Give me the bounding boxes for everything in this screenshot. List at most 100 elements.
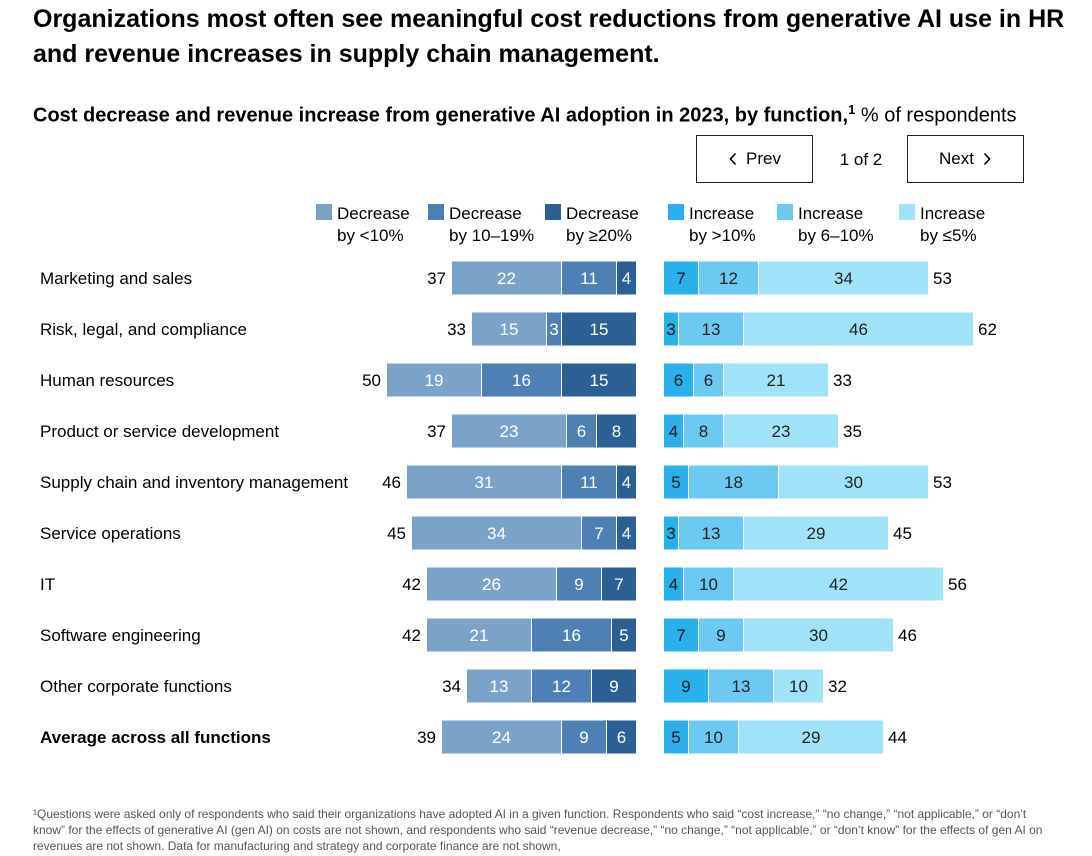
cost-value-label-1-series-3: 4 — [622, 269, 631, 288]
legend-label-1-line-1: Decrease — [337, 204, 410, 223]
cost-value-label-5-series-1: 31 — [475, 473, 494, 492]
category-label-1: Marketing and sales — [40, 269, 192, 288]
revenue-value-label-7-series-2: 10 — [699, 575, 718, 594]
revenue-bar-7-series-2 — [684, 567, 733, 601]
cost-value-label-3-series-3: 15 — [590, 371, 609, 390]
cost-value-label-6-series-3: 4 — [622, 524, 631, 543]
revenue-bar-8-series-2 — [699, 618, 743, 652]
subtitle-unit: % of respondents — [860, 104, 1017, 127]
cost-bar-7-series-1 — [427, 567, 556, 601]
prev-button[interactable]: Prev — [696, 135, 813, 183]
cost-value-label-1-series-1: 22 — [497, 269, 516, 288]
revenue-bar-3-series-1 — [664, 363, 693, 397]
cost-value-label-2-series-2: 3 — [549, 320, 558, 339]
cost-bar-6-series-2 — [582, 516, 616, 550]
revenue-value-label-5-series-1: 5 — [671, 473, 680, 492]
next-button-label: Next — [939, 149, 974, 168]
revenue-value-label-9-series-1: 9 — [681, 677, 690, 696]
revenue-bar-6-series-3 — [744, 516, 888, 550]
revenue-bar-9-series-3 — [774, 669, 823, 703]
revenue-value-label-2-series-2: 13 — [702, 320, 721, 339]
cost-total-label-8: 42 — [402, 626, 421, 645]
cost-bar-2-series-2 — [547, 312, 561, 346]
cost-bar-1-series-3 — [617, 261, 636, 295]
revenue-bar-2-series-2 — [679, 312, 743, 346]
revenue-bar-10-series-3 — [739, 720, 883, 754]
revenue-value-label-3-series-2: 6 — [704, 371, 713, 390]
cost-bar-8-series-2 — [532, 618, 611, 652]
cost-bar-4-series-2 — [567, 414, 596, 448]
legend-label-3-line-1: Decrease — [566, 204, 639, 223]
legend-label-5-line-1: Increase — [798, 204, 863, 223]
revenue-total-label-9: 32 — [828, 677, 847, 696]
footnote: ¹Questions were asked only of respondent… — [33, 807, 1043, 853]
cost-total-label-9: 34 — [442, 677, 461, 696]
cost-total-label-5: 46 — [382, 473, 401, 492]
revenue-value-label-1-series-3: 34 — [834, 269, 853, 288]
revenue-bar-5-series-2 — [689, 465, 778, 499]
cost-total-label-6: 45 — [387, 524, 406, 543]
cost-bar-3-series-2 — [482, 363, 561, 397]
revenue-value-label-4-series-2: 8 — [699, 422, 708, 441]
cost-value-label-8-series-3: 5 — [619, 626, 628, 645]
cost-value-label-9-series-3: 9 — [609, 677, 618, 696]
revenue-bar-1-series-3 — [759, 261, 928, 295]
footnote-marker: 1 — [848, 102, 856, 117]
revenue-value-label-4-series-3: 23 — [772, 422, 791, 441]
cost-bar-8-series-1 — [427, 618, 531, 652]
chevron-right-icon — [983, 152, 991, 166]
revenue-value-label-6-series-2: 13 — [702, 524, 721, 543]
cost-bar-4-series-3 — [597, 414, 636, 448]
revenue-bar-5-series-3 — [779, 465, 928, 499]
cost-bar-2-series-1 — [472, 312, 546, 346]
revenue-total-label-8: 46 — [898, 626, 917, 645]
revenue-bar-10-series-2 — [689, 720, 738, 754]
category-label-7: IT — [40, 575, 55, 594]
legend-label-3-line-2: by ≥20% — [566, 226, 632, 245]
cost-bar-1-series-1 — [452, 261, 561, 295]
cost-value-label-2-series-1: 15 — [500, 320, 519, 339]
cost-bar-3-series-1 — [387, 363, 481, 397]
cost-value-label-9-series-1: 13 — [490, 677, 509, 696]
legend-swatch-3 — [545, 204, 561, 220]
cost-bar-9-series-1 — [467, 669, 531, 703]
cost-value-label-3-series-2: 16 — [512, 371, 531, 390]
cost-value-label-4-series-1: 23 — [500, 422, 519, 441]
cost-bar-1-series-2 — [562, 261, 616, 295]
diverging-bar-chart: Decrease by <10% Decrease by 10–19% Decrease… — [40, 204, 997, 754]
legend-swatch-1 — [316, 204, 332, 220]
cost-value-label-1-series-2: 11 — [580, 269, 598, 288]
category-label-8: Software engineering — [40, 626, 201, 645]
category-label-4: Product or service development — [40, 422, 279, 441]
prev-button-label: Prev — [746, 149, 781, 168]
cost-total-label-3: 50 — [362, 371, 381, 390]
legend-label-4-line-1: Increase — [689, 204, 754, 223]
cost-bar-2-series-3 — [562, 312, 636, 346]
legend-label-2-line-2: by 10–19% — [449, 226, 534, 245]
revenue-bar-8-series-3 — [744, 618, 893, 652]
revenue-bar-7-series-3 — [734, 567, 943, 601]
cost-total-label-1: 37 — [427, 269, 446, 288]
category-label-3: Human resources — [40, 371, 174, 390]
cost-value-label-4-series-2: 6 — [577, 422, 586, 441]
revenue-value-label-9-series-3: 10 — [789, 677, 808, 696]
cost-value-label-2-series-3: 15 — [590, 320, 609, 339]
cost-value-label-7-series-3: 7 — [614, 575, 623, 594]
chevron-left-icon — [729, 152, 737, 166]
cost-value-label-8-series-1: 21 — [470, 626, 489, 645]
revenue-bar-4-series-1 — [664, 414, 683, 448]
revenue-bar-9-series-1 — [664, 669, 708, 703]
cost-total-label-7: 42 — [402, 575, 421, 594]
revenue-value-label-6-series-1: 3 — [666, 524, 675, 543]
cost-bar-6-series-3 — [617, 516, 636, 550]
legend-swatch-5 — [777, 204, 793, 220]
revenue-value-label-4-series-1: 4 — [669, 422, 678, 441]
next-button[interactable]: Next — [907, 135, 1024, 183]
cost-bar-9-series-2 — [532, 669, 591, 703]
revenue-bar-8-series-1 — [664, 618, 698, 652]
revenue-total-label-6: 45 — [893, 524, 912, 543]
cost-bar-5-series-1 — [407, 465, 561, 499]
cost-value-label-4-series-3: 8 — [612, 422, 621, 441]
revenue-value-label-5-series-3: 30 — [844, 473, 863, 492]
revenue-total-label-4: 35 — [843, 422, 862, 441]
